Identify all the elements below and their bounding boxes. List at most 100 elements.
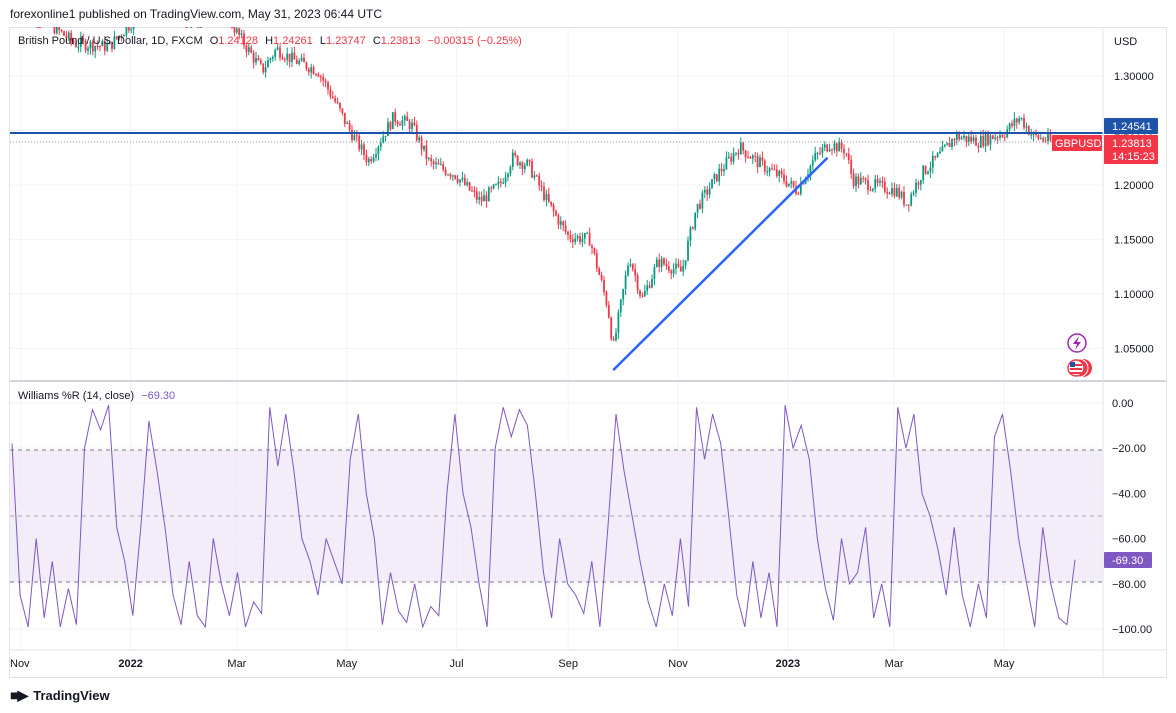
candle-body — [715, 174, 718, 182]
indicator-value: −69.30 — [141, 390, 176, 402]
candle-body — [862, 178, 865, 180]
candle-body — [528, 159, 531, 162]
candle-body — [867, 179, 869, 191]
candle-body — [257, 58, 260, 61]
candle-body — [562, 221, 565, 226]
candle-body — [89, 41, 92, 49]
candle-body — [663, 258, 665, 265]
candle-body — [670, 270, 673, 274]
candle-body — [639, 290, 641, 296]
wr-value-tag: -69.30 — [1104, 552, 1152, 568]
candle-body — [569, 234, 572, 240]
candle-body — [828, 149, 831, 152]
footer-brand: TradingView — [33, 688, 110, 703]
candle-body — [490, 187, 493, 189]
candle-body — [936, 153, 939, 158]
candle-body — [269, 58, 272, 61]
candle-body — [713, 174, 716, 180]
lightning-icon[interactable] — [1067, 333, 1087, 353]
candle-body — [233, 27, 236, 33]
candle-body — [77, 46, 80, 48]
candle-body — [442, 164, 445, 170]
candle-body — [348, 122, 351, 130]
candle-body — [963, 135, 965, 138]
us-flag-icon[interactable] — [1067, 358, 1092, 378]
candle-body — [874, 179, 877, 189]
candle-body — [343, 112, 346, 124]
candle-body — [564, 225, 567, 232]
candle-body — [55, 27, 58, 34]
candle-body — [291, 52, 293, 62]
candle-body — [365, 154, 368, 163]
candle-body — [821, 147, 824, 154]
candle-body — [927, 171, 929, 174]
time-tick-label: Mar — [885, 658, 904, 670]
candle-body — [262, 63, 265, 73]
candle-body — [636, 275, 639, 291]
candle-body — [358, 135, 361, 150]
candle-body — [792, 181, 795, 187]
candle-body — [1047, 134, 1049, 142]
candle-body — [1018, 118, 1021, 123]
candle-body — [763, 160, 766, 172]
candle-body — [1030, 134, 1033, 136]
candle-body — [778, 170, 781, 177]
svg-text:1.23813: 1.23813 — [1112, 138, 1152, 150]
candle-body — [658, 259, 661, 267]
candle-body — [989, 135, 992, 145]
candle-body — [384, 135, 387, 137]
candle-body — [725, 157, 728, 170]
candle-body — [427, 158, 430, 160]
candle-body — [199, 27, 202, 28]
candle-body — [103, 40, 106, 51]
candle-body — [123, 35, 125, 37]
candle-body — [559, 221, 562, 225]
candle-body — [185, 27, 188, 28]
candle-body — [773, 169, 776, 171]
indicator-axis: 0.00 −20.00 −40.00 −60.00 −80.00 −100.00 — [1112, 398, 1152, 636]
candle-body — [295, 59, 298, 64]
candle-body — [831, 149, 833, 151]
candle-body — [521, 162, 524, 169]
footer: ■▶ TradingView — [10, 687, 110, 704]
candle-body — [495, 184, 497, 186]
candle-body — [293, 52, 296, 60]
candle-body — [475, 191, 478, 200]
candle-body — [329, 89, 332, 97]
candle-body — [967, 136, 970, 142]
candle-body — [408, 121, 411, 130]
candle-body — [619, 299, 622, 313]
candle-body — [679, 266, 682, 272]
candle-body — [653, 267, 656, 280]
time-tick-label: Nov — [10, 658, 30, 670]
candle-body — [955, 133, 958, 141]
candle-body — [600, 274, 603, 281]
candle-body — [511, 152, 514, 167]
candle-body — [646, 285, 649, 291]
candle-body — [706, 189, 709, 195]
candle-body — [960, 137, 963, 140]
candle-body — [310, 67, 313, 73]
candle-body — [593, 248, 596, 254]
candle-body — [759, 157, 761, 168]
candle-body — [850, 159, 853, 174]
low-label: L — [319, 35, 326, 47]
candle-body — [891, 188, 893, 194]
candle-body — [581, 238, 584, 243]
candle-body — [756, 155, 759, 168]
candle-body — [987, 133, 989, 145]
candle-body — [331, 96, 334, 99]
candle-body — [1025, 126, 1028, 128]
candle-body — [509, 166, 512, 174]
candle-body — [567, 231, 569, 235]
candle-body — [785, 181, 788, 187]
candle-body — [514, 152, 517, 156]
candle-body — [372, 157, 375, 162]
candle-body — [339, 102, 341, 109]
time-tick-label: May — [994, 658, 1015, 670]
candle-body — [677, 263, 680, 267]
candle-body — [84, 40, 87, 51]
candle-body — [499, 181, 502, 184]
candle-body — [727, 156, 730, 158]
